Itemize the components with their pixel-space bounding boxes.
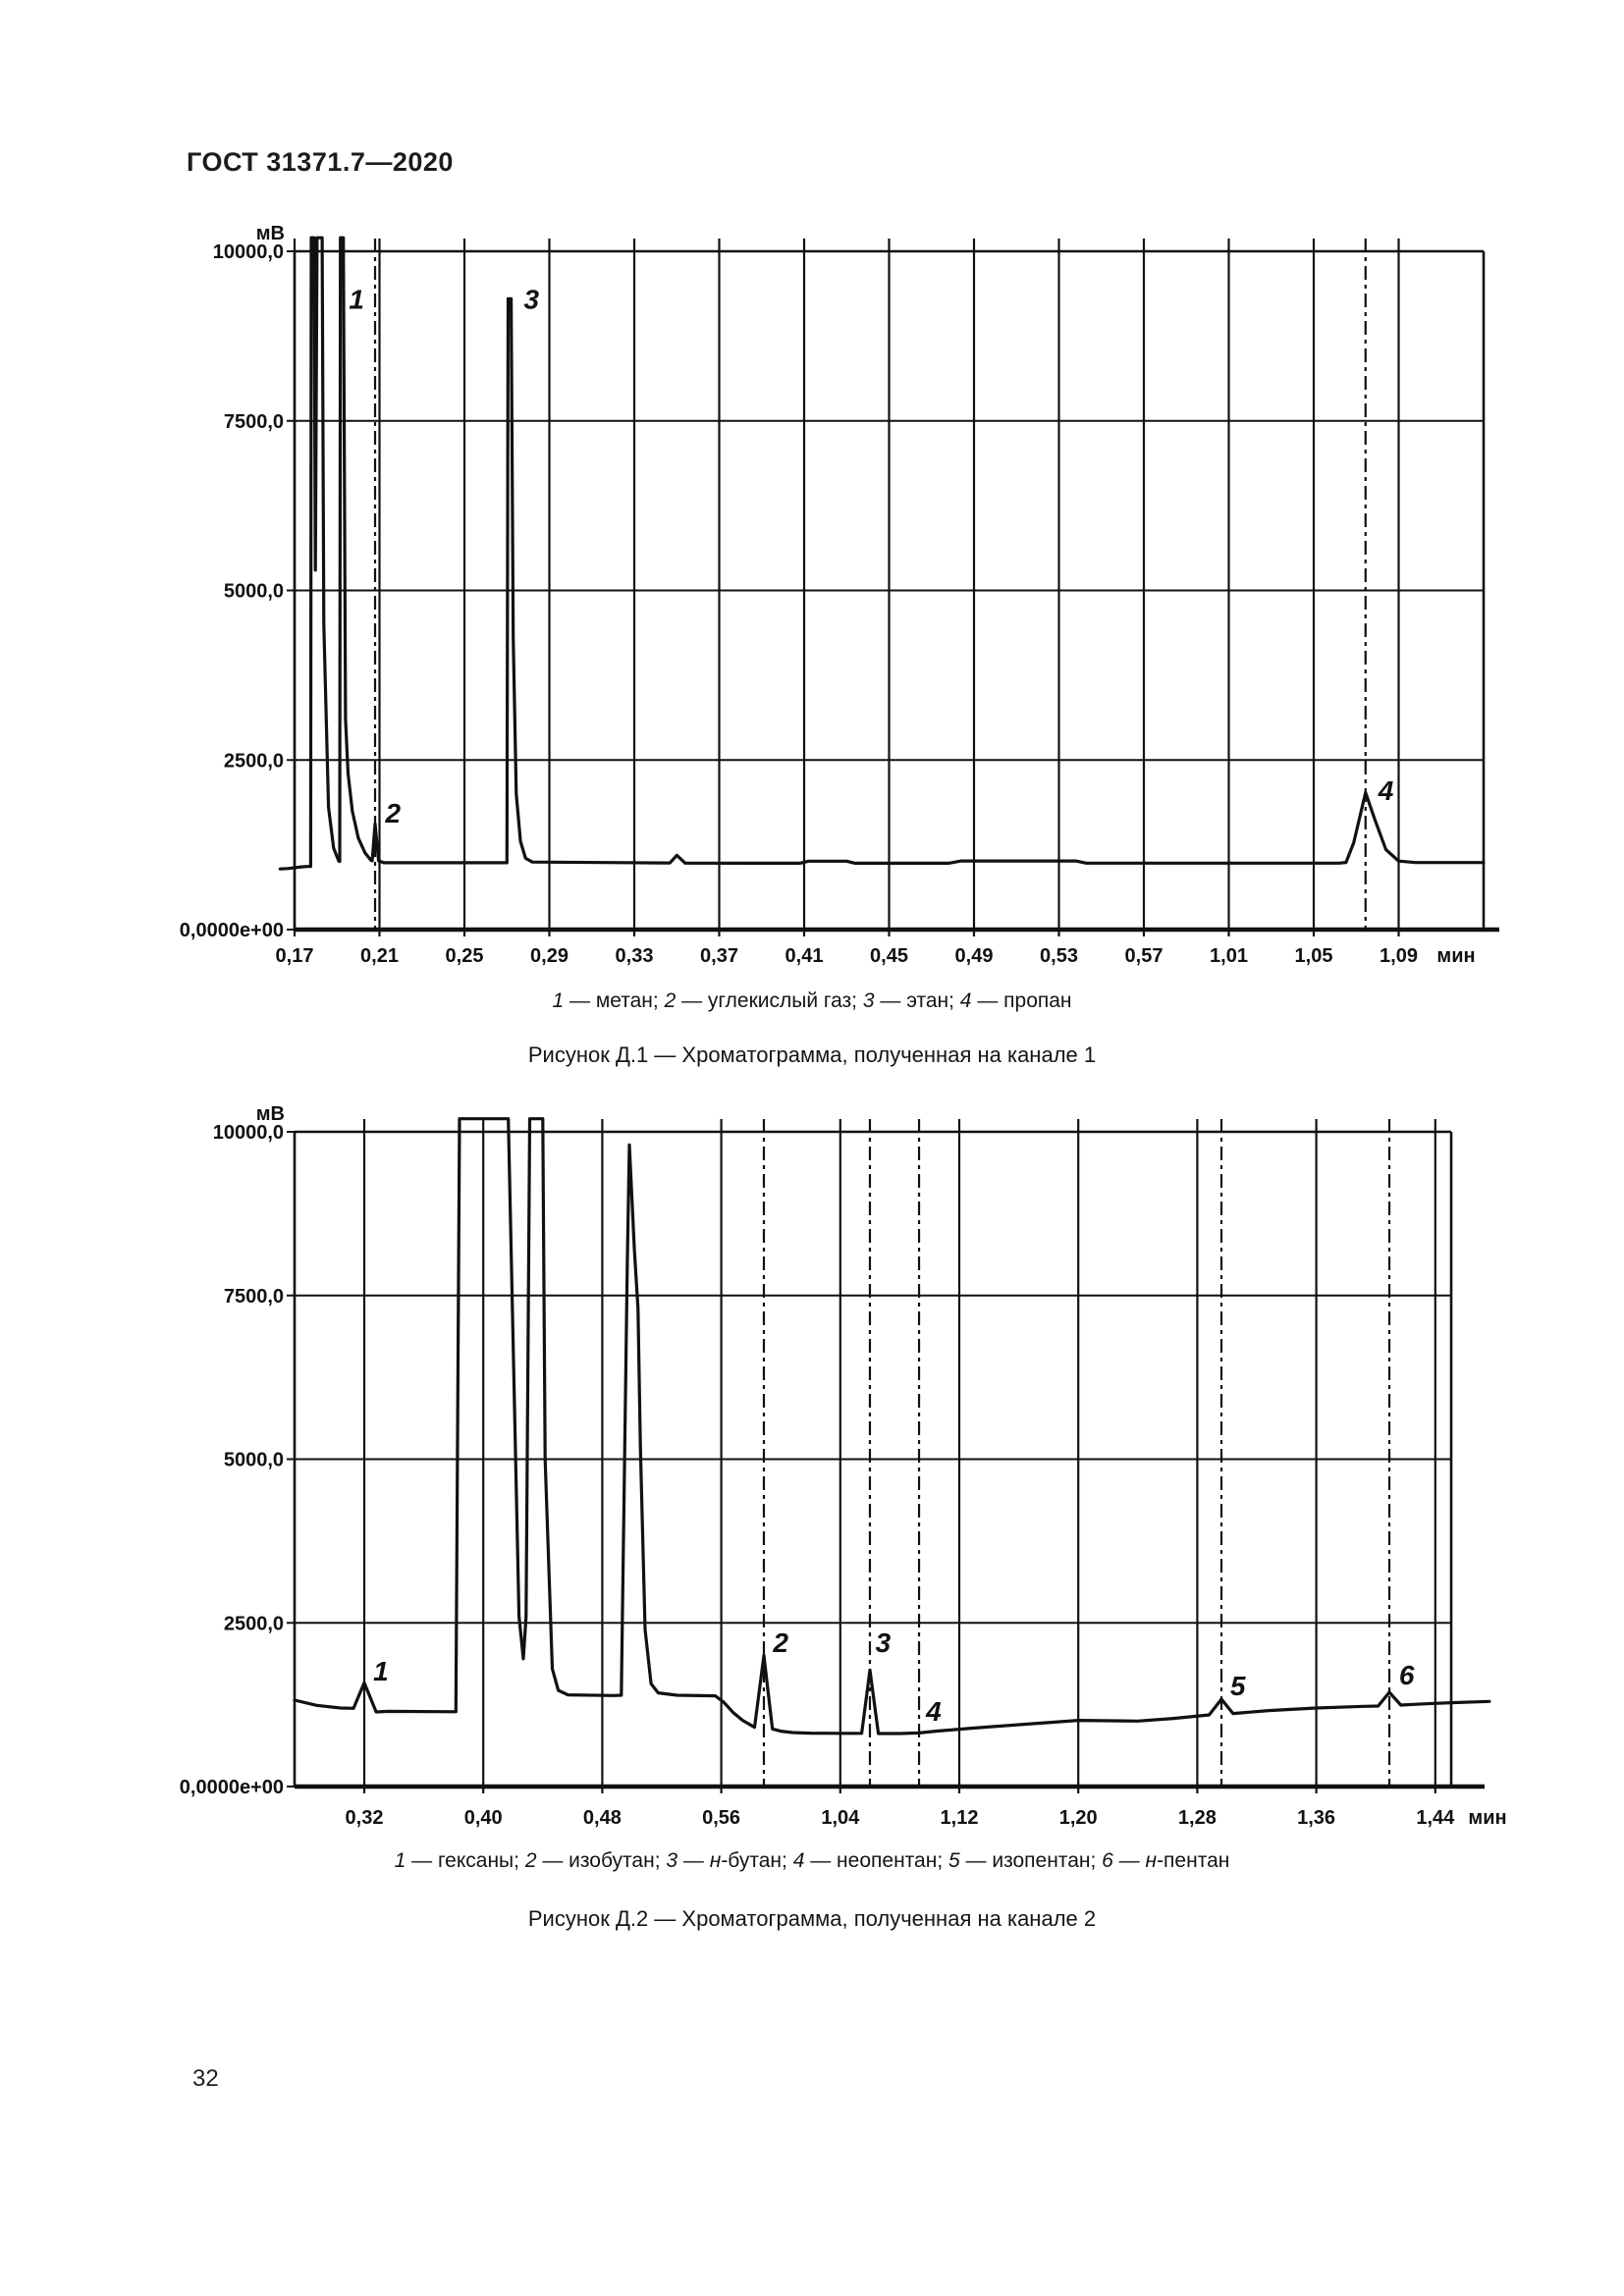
- document-header: ГОСТ 31371.7—2020: [187, 147, 454, 177]
- peak-label-1: 1: [349, 285, 364, 315]
- y-tick-label: 0,0000e+00: [180, 1777, 284, 1798]
- caption-part: — углекислый газ;: [676, 989, 863, 1012]
- x-tick-label: 0,37: [700, 945, 738, 967]
- x-tick-label: 1,36: [1297, 1807, 1335, 1829]
- chromatogram-trace: [278, 236, 1486, 871]
- x-tick-label: 0,56: [702, 1807, 740, 1829]
- x-tick-label: 0,57: [1125, 945, 1164, 967]
- peak-label-4: 4: [925, 1696, 942, 1727]
- x-tick-label: 0,29: [530, 945, 568, 967]
- x-tick-label: 0,41: [785, 945, 824, 967]
- plot-box: [293, 1132, 1485, 1789]
- y-tick-label: 5000,0: [224, 581, 284, 603]
- x-tick-label: 0,25: [446, 945, 484, 967]
- peak-label-5: 5: [1230, 1671, 1246, 1701]
- x-tick-label: 1,20: [1059, 1807, 1098, 1829]
- retention-markers: [373, 239, 1367, 930]
- caption-part: — пропан: [971, 989, 1072, 1012]
- caption-part: —: [1112, 1849, 1146, 1872]
- y-tick-label: 10000,0: [213, 241, 284, 263]
- chromatogram-trace: [293, 1117, 1491, 1735]
- peak-number-labels: 1 2 3 4: [349, 285, 1393, 828]
- y-axis-unit: мВ: [256, 1103, 285, 1125]
- y-tick-label: 0,0000e+00: [180, 920, 284, 941]
- peak-label-2: 2: [385, 798, 402, 828]
- peak-number-labels: 1 2 3 4 5 6: [373, 1628, 1415, 1727]
- caption-part: 2: [524, 1849, 537, 1872]
- y-tick-label: 2500,0: [224, 750, 284, 772]
- x-tick-label: 0,33: [616, 945, 654, 967]
- x-tick-label: 1,01: [1210, 945, 1248, 967]
- x-tick-label: 1,44: [1416, 1807, 1455, 1829]
- x-tick-label: 0,40: [464, 1807, 503, 1829]
- peak-label-1: 1: [373, 1656, 389, 1686]
- caption-part: — метан;: [564, 989, 665, 1012]
- peak-label-3: 3: [524, 285, 540, 315]
- peak-label-4: 4: [1378, 775, 1394, 806]
- x-tick-label: 0,49: [955, 945, 994, 967]
- x-tick-label: 0,48: [583, 1807, 622, 1829]
- peak-label-2: 2: [772, 1628, 788, 1658]
- caption-part: — изобутан;: [536, 1849, 667, 1872]
- plot-box: [293, 251, 1499, 933]
- y-axis-unit: мВ: [256, 223, 285, 244]
- figure-1-title: Рисунок Д.1 — Хроматограмма, полученная …: [527, 1042, 1097, 1067]
- caption-part: 3: [666, 1849, 678, 1872]
- figure-2-title: Рисунок Д.2 — Хроматограмма, полученная …: [527, 1906, 1097, 1931]
- grid-lines: [287, 239, 1484, 936]
- caption-part: 6: [1102, 1849, 1113, 1872]
- x-axis-unit: мин: [1468, 1807, 1506, 1829]
- x-tick-label: 1,04: [821, 1807, 860, 1829]
- figure-1-caption: 1 — метан; 2 — углекислый газ; 3 — этан;…: [0, 989, 1624, 1013]
- y-tick-label: 2500,0: [224, 1613, 284, 1634]
- caption-part: 1: [552, 989, 565, 1012]
- caption-part: 4: [792, 1849, 805, 1872]
- x-tick-label: 0,32: [346, 1807, 384, 1829]
- caption-part: н: [1145, 1849, 1158, 1872]
- x-tick-label: 0,17: [276, 945, 314, 967]
- caption-part: н: [709, 1849, 722, 1872]
- caption-part: 5: [948, 1849, 960, 1872]
- peak-label-6: 6: [1399, 1660, 1415, 1690]
- x-tick-label: 1,12: [941, 1807, 979, 1829]
- page-number: 32: [192, 2065, 219, 2092]
- caption-part: — этан;: [874, 989, 960, 1012]
- caption-part: — гексаны;: [406, 1849, 525, 1872]
- caption-part: 4: [959, 989, 972, 1012]
- caption-part: -бутан;: [721, 1849, 793, 1872]
- caption-part: 3: [862, 989, 875, 1012]
- x-tick-label: 0,45: [870, 945, 908, 967]
- caption-part: — изопентан;: [959, 1849, 1103, 1872]
- grid-lines: [287, 1119, 1451, 1793]
- caption-part: 2: [664, 989, 677, 1012]
- y-tick-label: 10000,0: [213, 1122, 284, 1144]
- peak-label-3: 3: [876, 1628, 892, 1658]
- caption-part: 1: [394, 1849, 406, 1872]
- caption-part: —: [677, 1849, 710, 1872]
- retention-markers: [762, 1119, 1391, 1787]
- figure-2-caption: 1 — гексаны; 2 — изобутан; 3 — н-бутан; …: [0, 1849, 1624, 1873]
- x-tick-label: 1,09: [1380, 945, 1418, 967]
- x-tick-label: 0,53: [1040, 945, 1078, 967]
- x-axis-unit: мин: [1436, 945, 1475, 967]
- y-tick-label: 7500,0: [224, 411, 284, 433]
- x-tick-label: 1,28: [1178, 1807, 1217, 1829]
- caption-part: — неопентан;: [804, 1849, 948, 1872]
- caption-part: -пентан: [1157, 1849, 1230, 1872]
- x-tick-label: 1,05: [1295, 945, 1333, 967]
- y-tick-label: 7500,0: [224, 1286, 284, 1308]
- y-tick-label: 5000,0: [224, 1450, 284, 1471]
- x-tick-label: 0,21: [360, 945, 399, 967]
